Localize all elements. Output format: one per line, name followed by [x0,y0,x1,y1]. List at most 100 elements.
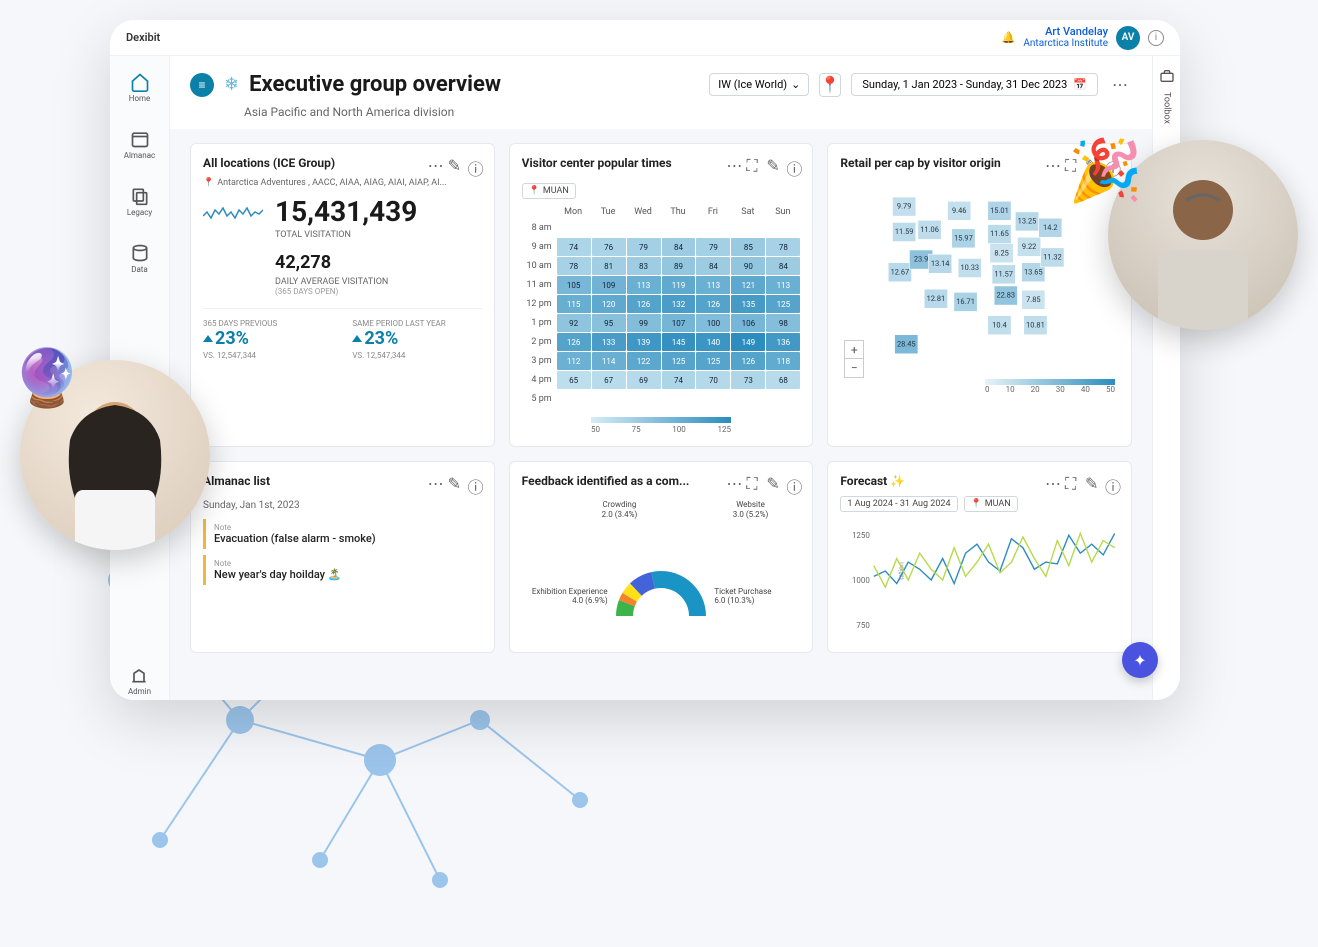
more-button[interactable]: ⋯ [1108,73,1132,97]
sidebar-item-almanac[interactable]: Almanac [120,125,160,164]
svg-text:23.9: 23.9 [914,255,928,264]
edit-icon[interactable]: ✎ [766,156,780,170]
info-icon[interactable]: i [1148,30,1164,46]
svg-text:13.65: 13.65 [1024,267,1043,276]
svg-text:9.79: 9.79 [897,202,911,211]
location-selector[interactable]: IW (Ice World) ⌄ [709,73,809,96]
svg-text:11.06: 11.06 [921,225,940,234]
almanac-note[interactable]: NoteEvacuation (false alarm - smoke) [203,519,482,549]
svg-text:15.01: 15.01 [990,206,1009,215]
heatmap-cell: 133 [592,333,626,351]
heatmap-cell: 85 [731,238,765,256]
heatmap-cell [662,219,696,237]
heatmap-cell: 89 [662,257,696,275]
info-icon[interactable]: ⓘ [468,156,482,170]
pin-button[interactable]: 📍 [819,73,841,97]
card-title: Retail per cap by visitor origin [840,156,1039,170]
expand-icon[interactable]: ⛶ [746,474,760,488]
forecast-chart: 12501000750tation [840,520,1119,640]
cmp2-value: 23% [352,328,481,349]
edit-icon[interactable]: ✎ [766,474,780,488]
svg-text:10.4: 10.4 [993,320,1007,329]
svg-text:9.22: 9.22 [1022,242,1036,251]
more-icon[interactable]: ⋯ [1045,474,1059,488]
svg-text:11.59: 11.59 [895,227,914,236]
user-area[interactable]: 🔔 Art Vandelay Antarctica Institute AV i [1002,26,1164,50]
heatmap-cell: 68 [766,371,800,389]
cmp2-label: SAME PERIOD LAST YEAR [352,319,481,328]
cmp1-vs: VS. 12,547,344 [203,351,332,360]
svg-text:750: 750 [857,621,871,630]
edit-icon[interactable]: ✎ [448,474,462,488]
sidebar-item-admin[interactable]: Admin [124,661,155,700]
heatmap-cell: 78 [557,257,591,275]
user-name: Art Vandelay [1045,26,1108,38]
info-icon[interactable]: ⓘ [1105,474,1119,488]
info-icon[interactable]: ⓘ [786,474,800,488]
more-icon[interactable]: ⋯ [1045,156,1059,170]
fab-button[interactable]: ✦ [1122,642,1158,678]
info-icon[interactable]: ⓘ [786,156,800,170]
heatmap-cell: 84 [696,257,730,275]
heatmap-cell [557,390,591,408]
sidebar-item-label: Legacy [127,208,152,217]
avg-label: DAILY AVERAGE VISITATION [275,277,417,287]
almanac-note[interactable]: NoteNew year's day hoilday 🏝️ [203,555,482,585]
heatmap-cell: 113 [696,276,730,294]
more-icon[interactable]: ⋯ [726,156,740,170]
heatmap-cell: 132 [662,295,696,313]
heatmap-cell: 136 [766,333,800,351]
location-chip[interactable]: 📍 MUAN [522,183,576,199]
zoom-out-button[interactable]: − [845,359,863,377]
heatmap-cell: 83 [627,257,661,275]
map-legend: 01020304050 [985,379,1115,394]
sidebar-item-data[interactable]: Data [126,239,154,278]
svg-text:22.83: 22.83 [997,291,1016,300]
cmp1-label: 365 DAYS PREVIOUS [203,319,332,328]
heatmap-cell: 76 [592,238,626,256]
cmp2-vs: VS. 12,547,344 [352,351,481,360]
svg-text:12.81: 12.81 [927,294,946,303]
forecast-date-chip[interactable]: 1 Aug 2024 - 31 Aug 2024 [840,496,957,512]
zoom-in-button[interactable]: + [845,341,863,359]
info-icon[interactable]: ⓘ [468,474,482,488]
heatmap-cell: 79 [696,238,730,256]
heatmap-cell [766,219,800,237]
heatmap-cell: 79 [627,238,661,256]
sidebar-item-home[interactable]: Home [125,68,155,107]
more-icon[interactable]: ⋯ [428,474,442,488]
snowflake-icon: ❄ [224,74,239,95]
calendar-icon: 📅 [1073,78,1087,91]
svg-text:10.81: 10.81 [1026,320,1045,329]
expand-icon[interactable]: ⛶ [746,156,760,170]
calendar-icon [130,129,150,149]
avatar[interactable]: AV [1116,26,1140,50]
heatmap-cell: 140 [696,333,730,351]
card-title: Feedback identified as a com... [522,474,721,488]
heatmap-cell [627,219,661,237]
sidebar-item-label: Almanac [124,151,156,160]
menu-button[interactable]: ≡ [190,73,214,97]
heatmap-cell: 105 [557,276,591,294]
edit-icon[interactable]: ✎ [448,156,462,170]
location-list: 📍Antarctica Adventures , AACC, AIAA, AIA… [203,178,482,188]
heatmap-cell: 100 [696,314,730,332]
date-range-selector[interactable]: Sunday, 1 Jan 2023 - Sunday, 31 Dec 2023… [851,73,1098,96]
heatmap-cell: 107 [662,314,696,332]
forecast-loc-chip[interactable]: 📍 MUAN [964,496,1018,512]
svg-text:tation: tation [898,562,906,580]
heatmap-cell: 126 [731,352,765,370]
donut-label-website: Website3.0 (5.2%) [733,500,769,519]
heatmap-legend: 5075100125 [522,417,801,434]
bell-icon[interactable]: 🔔 [1002,31,1016,44]
zoom-controls: + − [844,340,864,378]
sidebar-item-legacy[interactable]: Legacy [123,182,156,221]
more-icon[interactable]: ⋯ [726,474,740,488]
sparkline [203,198,263,230]
expand-icon[interactable]: ⛶ [1065,474,1079,488]
edit-icon[interactable]: ✎ [1085,474,1099,488]
more-icon[interactable]: ⋯ [428,156,442,170]
days-open: (365 DAYS OPEN) [275,287,417,296]
card-title: Almanac list [203,474,422,488]
toolbox-icon[interactable] [1159,68,1175,84]
